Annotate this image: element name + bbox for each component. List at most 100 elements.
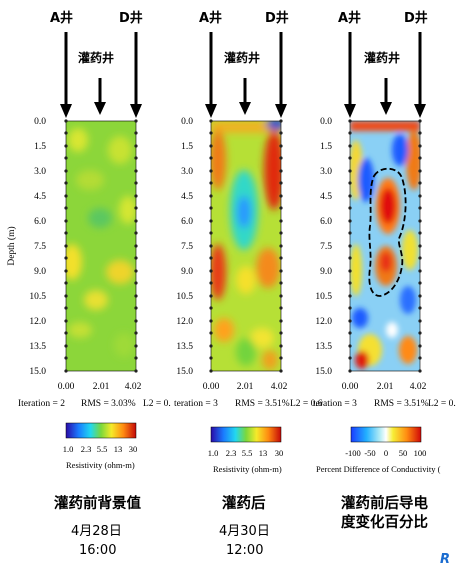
panel-after: A井 D井 灌药井: [174, 10, 323, 558]
depth-tick: 4.5: [34, 192, 46, 202]
well-d-label: D井: [265, 10, 289, 26]
x-tick: 2.01: [377, 382, 394, 392]
colorbar-tick: 5.5: [242, 448, 253, 458]
depth-tick: 10.5: [315, 292, 332, 302]
colorbar-tick: 1.0: [63, 444, 74, 454]
anomaly-outline: [368, 167, 407, 297]
iteration-text: teration = 3: [174, 399, 218, 409]
date-after: 4月30日: [219, 524, 270, 539]
x-axis-after: 0.00 2.01 4.02: [203, 382, 288, 392]
l2-text: L2 = 0.: [143, 399, 171, 409]
l2-text: L2 = 0.6: [290, 399, 323, 409]
x-axis-difference: 0.00 2.01 4.02: [342, 382, 427, 392]
x-tick: 4.02: [125, 382, 142, 392]
l2-text: L2 = 0.6: [428, 399, 456, 409]
stats-line-before: Iteration = 2 RMS = 3.03% L2 = 0.: [18, 399, 171, 409]
depth-axis-after: 0.0 1.5 3.0 4.5 6.0 7.5 9.0 10.5 12.0 13…: [176, 117, 193, 377]
colorbar-tick: 2.3: [81, 444, 92, 454]
colorbar-ticks-after: 1.0 2.3 5.5 13 30: [208, 448, 284, 458]
x-tick: 0.00: [342, 382, 359, 392]
well-a-label: A井: [338, 10, 361, 26]
time-before: 16:00: [79, 543, 116, 558]
depth-tick: 0.0: [320, 117, 332, 127]
colorbar-tick: 50: [399, 448, 408, 458]
depth-tick: 9.0: [320, 267, 332, 277]
colorbar-tick: -100: [345, 448, 361, 458]
x-tick: 2.01: [93, 382, 110, 392]
well-a-label: A井: [199, 10, 222, 26]
well-d-label: D井: [404, 10, 428, 26]
colorbar-ticks-before: 1.0 2.3 5.5 13 30: [63, 444, 138, 454]
caption-difference-line1: 灌药前后导电: [341, 494, 428, 512]
colorbar-title-before: Resistivity (ohm-m): [66, 460, 135, 470]
depth-tick: 7.5: [34, 242, 46, 252]
rms-text: RMS = 3.51%: [235, 399, 290, 409]
colorbar-title-difference: Percent Difference of Conductivity (: [316, 464, 441, 474]
depth-tick: 1.5: [181, 142, 193, 152]
depth-tick: 10.5: [176, 292, 193, 302]
x-axis-before: 0.00 2.01 4.02: [58, 382, 142, 392]
depth-axis: 0.0 1.5 3.0 4.5 6.0 7.5 9.0 10.5 12.0 13…: [29, 117, 46, 377]
date-before: 4月28日: [71, 524, 122, 539]
x-tick: 4.02: [410, 382, 427, 392]
depth-tick: 3.0: [320, 167, 332, 177]
depth-tick: 6.0: [34, 217, 46, 227]
electrode-markers-difference: [348, 119, 422, 373]
depth-tick: 7.5: [181, 242, 193, 252]
colorbar-tick: 13: [259, 448, 268, 458]
injection-well-arrow: [239, 78, 251, 115]
depth-tick: 7.5: [320, 242, 332, 252]
colorbar-title-after: Resistivity (ohm-m): [213, 464, 282, 474]
colorbar-tick: 2.3: [226, 448, 237, 458]
colorbar-tick: 30: [275, 448, 284, 458]
stats-line-after: teration = 3 RMS = 3.51% L2 = 0.6: [174, 399, 323, 409]
colorbar-ticks-difference: -100 -50 0 50 100: [345, 448, 426, 458]
colorbar-tick: 1.0: [208, 448, 219, 458]
x-tick: 0.00: [203, 382, 220, 392]
electrode-markers-before: [64, 119, 138, 373]
depth-tick: 12.0: [315, 317, 332, 327]
colorbar-after: [210, 426, 282, 443]
x-tick: 0.00: [58, 382, 75, 392]
depth-tick: 1.5: [320, 142, 332, 152]
caption-before: 灌药前背景值: [54, 494, 141, 512]
injection-well-label: 灌药井: [77, 50, 114, 65]
well-a-arrow: [344, 32, 356, 118]
depth-axis-label: Depth (m): [6, 226, 17, 265]
depth-tick: 9.0: [34, 267, 46, 277]
well-d-arrow: [414, 32, 426, 118]
rms-text: RMS = 3.51%: [374, 399, 429, 409]
iteration-text: teration = 3: [313, 399, 357, 409]
depth-tick: 0.0: [181, 117, 193, 127]
time-after: 12:00: [226, 543, 263, 558]
depth-tick: 3.0: [34, 167, 46, 177]
x-tick: 2.01: [237, 382, 254, 392]
injection-well-arrow: [380, 78, 392, 115]
caption-difference-line2: 度变化百分比: [341, 513, 428, 531]
depth-tick: 15.0: [176, 367, 193, 377]
well-d-label: D井: [119, 10, 143, 26]
stats-line-difference: teration = 3 RMS = 3.51% L2 = 0.6: [313, 399, 456, 409]
resistivity-section-before: [66, 121, 136, 371]
depth-tick: 4.5: [320, 192, 332, 202]
depth-tick: 15.0: [29, 367, 46, 377]
panel-before: A井 D井 灌药井: [6, 10, 171, 558]
depth-tick: 12.0: [29, 317, 46, 327]
injection-well-label: 灌药井: [363, 50, 400, 65]
colorbar-before: [65, 422, 137, 439]
depth-tick: 6.0: [320, 217, 332, 227]
well-d-arrow: [130, 32, 142, 118]
well-a-arrow: [205, 32, 217, 118]
depth-tick: 15.0: [315, 367, 332, 377]
iteration-text: Iteration = 2: [18, 399, 65, 409]
depth-tick: 3.0: [181, 167, 193, 177]
colorbar-tick: 100: [414, 448, 427, 458]
well-a-label: A井: [50, 10, 73, 26]
depth-tick: 13.5: [176, 342, 193, 352]
well-a-arrow: [60, 32, 72, 118]
colorbar-tick: 5.5: [97, 444, 108, 454]
colorbar-tick: -50: [364, 448, 375, 458]
colorbar-tick: 13: [114, 444, 123, 454]
electrode-markers-after: [209, 119, 283, 373]
depth-tick: 13.5: [315, 342, 332, 352]
